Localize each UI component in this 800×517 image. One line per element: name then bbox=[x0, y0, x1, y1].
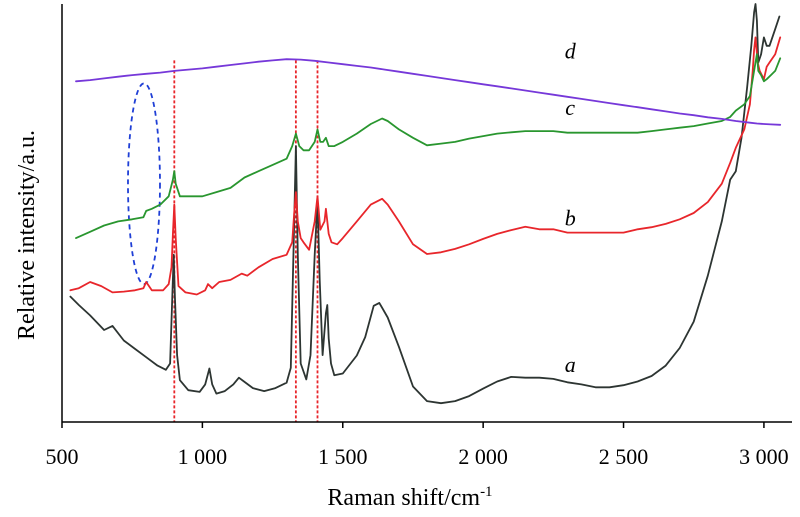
ticks-layer: 500 1 000 1 500 2 000 2 500 3 000 bbox=[46, 422, 789, 469]
curve-label-c: c bbox=[565, 95, 575, 120]
curve-labels-layer: a b c d bbox=[565, 38, 577, 377]
x-axis-title-superscript: -1 bbox=[480, 484, 493, 500]
annotation-ellipse bbox=[127, 82, 161, 285]
series-line-c bbox=[75, 53, 782, 240]
x-tick-label: 2 500 bbox=[599, 444, 649, 469]
series-layer bbox=[69, 3, 782, 405]
x-tick-label: 1 500 bbox=[318, 444, 368, 469]
curve-label-b: b bbox=[565, 206, 576, 231]
curve-label-d: d bbox=[565, 38, 577, 63]
plot-lines bbox=[127, 60, 319, 422]
series-line-b bbox=[69, 36, 782, 296]
x-axis-title-main: Raman shift/cm bbox=[327, 485, 480, 511]
x-tick-label: 3 000 bbox=[739, 444, 789, 469]
series-line-d bbox=[75, 58, 782, 126]
x-tick-label: 2 000 bbox=[458, 444, 508, 469]
x-tick-label: 1 000 bbox=[178, 444, 228, 469]
x-axis-title: Raman shift/cm-1 bbox=[327, 484, 492, 511]
x-tick-label: 500 bbox=[46, 444, 79, 469]
curve-label-a: a bbox=[565, 352, 576, 377]
series-line-a bbox=[69, 3, 781, 405]
y-axis-title: Relative intensity/a.u. bbox=[14, 130, 40, 340]
axes-layer bbox=[61, 4, 792, 423]
